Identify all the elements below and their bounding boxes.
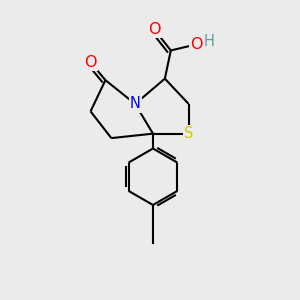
Text: O: O	[84, 55, 97, 70]
Text: N: N	[130, 96, 141, 111]
Text: S: S	[184, 126, 193, 141]
Text: H: H	[204, 34, 215, 49]
Text: O: O	[148, 22, 161, 37]
Text: O: O	[190, 37, 202, 52]
